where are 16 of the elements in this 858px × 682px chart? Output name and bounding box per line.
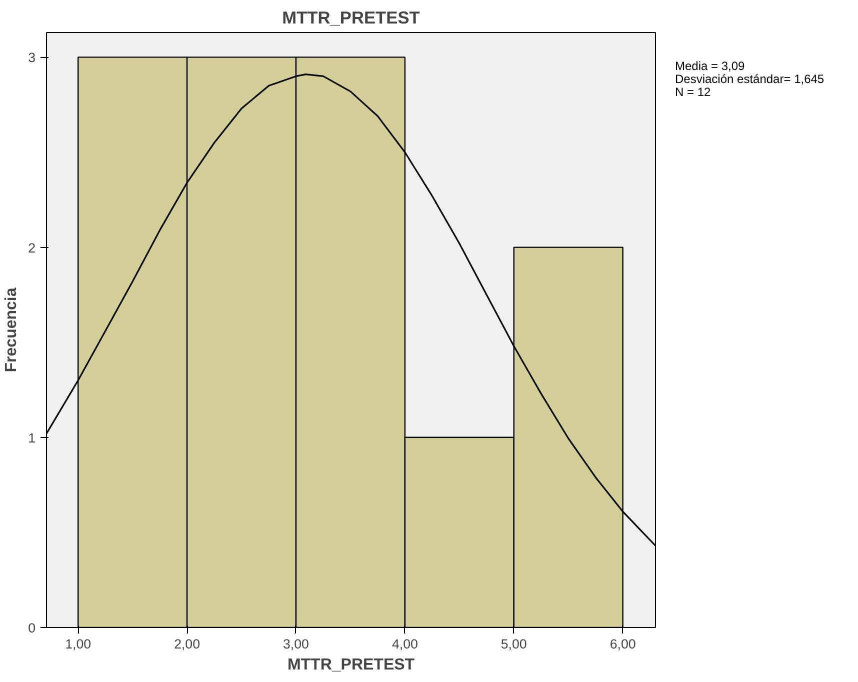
y-axis-title: Frecuencia <box>3 288 20 372</box>
x-tick-label: 5,00 <box>500 636 527 652</box>
x-axis-title: MTTR_PRETEST <box>287 656 415 674</box>
x-tick-label: 2,00 <box>174 636 200 652</box>
chart-title: MTTR_PRETEST <box>282 8 420 28</box>
y-tick-label: 2 <box>28 240 36 256</box>
text: N = 12 <box>675 85 711 100</box>
text: Desviación estándar= 1,645 <box>675 72 824 86</box>
x-tick-label: 1,00 <box>65 636 92 652</box>
text: Media = 3,09 <box>675 59 745 73</box>
y-tick-label: 3 <box>28 50 36 66</box>
x-tick-label: 3,00 <box>283 636 309 652</box>
y-tick-label: 1 <box>28 430 36 446</box>
x-tick-label: 6,00 <box>610 636 636 652</box>
y-tick-label: 0 <box>28 620 36 636</box>
x-tick-label: 4,00 <box>392 636 418 652</box>
